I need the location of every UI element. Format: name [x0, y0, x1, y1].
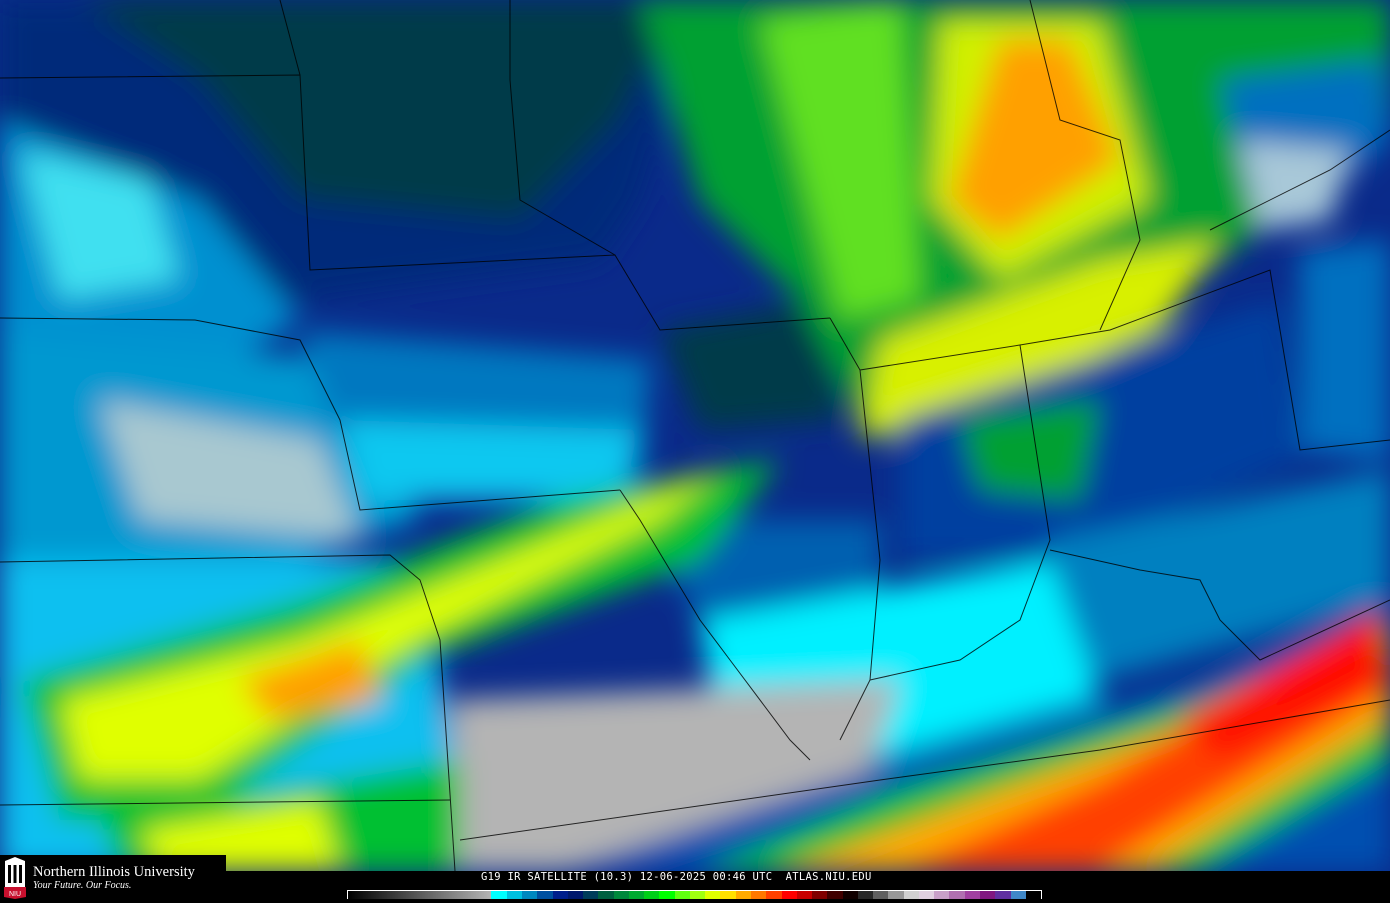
colorbar-swatch — [949, 891, 965, 899]
tagline: Your Future. Our Focus. — [33, 879, 132, 891]
color-scale-bar — [347, 890, 1042, 899]
colorbar-swatch — [766, 891, 782, 899]
colorbar-swatch — [903, 891, 919, 899]
colorbar-swatch — [888, 891, 904, 899]
colorbar-swatch — [522, 891, 538, 899]
colorbar-gray-ramp — [348, 891, 492, 899]
satellite-map — [0, 0, 1390, 871]
colorbar-swatch — [964, 891, 980, 899]
colorbar-swatch — [827, 891, 843, 899]
cloud-layer — [0, 0, 1390, 871]
colorbar-swatch — [705, 891, 721, 899]
colorbar-swatch — [720, 891, 736, 899]
colorbar-swatch — [995, 891, 1011, 899]
colorbar-swatch — [613, 891, 629, 899]
svg-text:NIU: NIU — [9, 891, 21, 898]
image-caption: G19 IR SATELLITE (10.3) 12-06-2025 00:46… — [481, 871, 872, 883]
niu-seal-icon: NIU — [2, 856, 28, 899]
colorbar-swatch — [857, 891, 874, 899]
colorbar-swatch — [842, 891, 858, 899]
colorbar-swatch — [644, 891, 660, 899]
colorbar-swatch — [552, 891, 568, 899]
colorbar-swatch — [934, 891, 950, 899]
colorbar-swatch — [781, 891, 797, 899]
colorbar-swatch — [735, 891, 751, 899]
state-borders — [0, 0, 1390, 871]
colorbar-swatch — [537, 891, 553, 899]
colorbar-swatch — [812, 891, 828, 899]
colorbar-swatch — [628, 891, 645, 899]
colorbar-swatch — [1010, 891, 1026, 899]
colorbar-swatch — [918, 891, 935, 899]
colorbar-swatch — [491, 891, 507, 899]
colorbar-swatch — [689, 891, 706, 899]
niu-logo: NIU Northern Illinois University Your Fu… — [0, 855, 226, 900]
colorbar-swatch — [583, 891, 599, 899]
colorbar-swatch — [506, 891, 523, 899]
colorbar-swatch — [1025, 891, 1042, 899]
colorbar-swatch — [567, 891, 584, 899]
colorbar-swatch — [751, 891, 767, 899]
colorbar-swatch — [674, 891, 690, 899]
colorbar-swatch — [873, 891, 889, 899]
colorbar-swatch — [659, 891, 675, 899]
colorbar-swatch — [979, 891, 996, 899]
university-name: Northern Illinois University — [33, 863, 195, 880]
colorbar-swatch — [598, 891, 614, 899]
colorbar-swatch — [796, 891, 813, 899]
